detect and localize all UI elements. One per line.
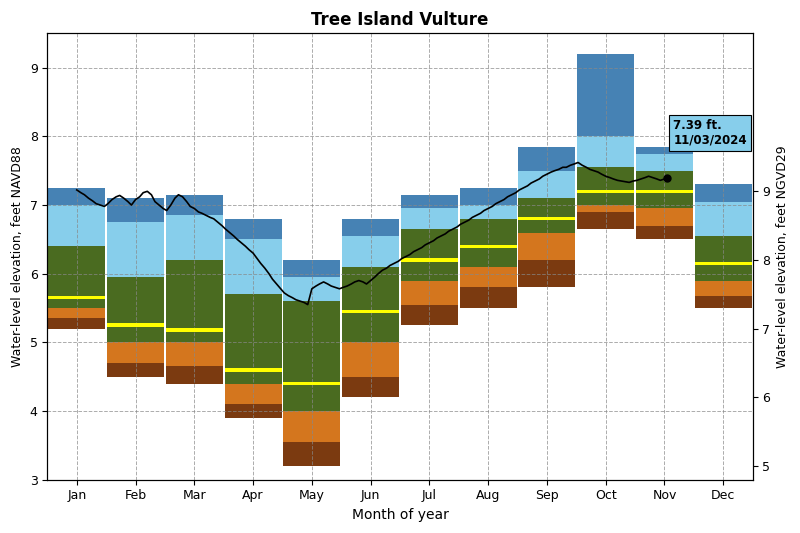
Bar — [694, 262, 752, 265]
Bar — [636, 208, 693, 225]
Bar — [694, 184, 752, 201]
Bar — [48, 308, 106, 318]
Bar — [225, 219, 282, 239]
Bar — [48, 188, 106, 205]
Bar — [401, 280, 458, 304]
Bar — [460, 205, 517, 219]
Bar — [577, 190, 634, 193]
Bar — [48, 205, 106, 246]
Bar — [401, 259, 458, 262]
Bar — [48, 296, 106, 300]
Bar — [577, 136, 634, 167]
Bar — [342, 342, 399, 377]
Bar — [694, 280, 752, 296]
Bar — [166, 215, 223, 260]
Bar — [283, 277, 340, 301]
Bar — [225, 404, 282, 418]
Bar — [225, 294, 282, 384]
Bar — [283, 411, 340, 442]
Bar — [401, 304, 458, 325]
Bar — [460, 245, 517, 248]
Bar — [460, 219, 517, 267]
Bar — [225, 384, 282, 404]
Bar — [636, 225, 693, 239]
Bar — [518, 171, 575, 198]
Y-axis label: Water-level elevation, feet NGVD29: Water-level elevation, feet NGVD29 — [776, 145, 789, 368]
Text: 7.39 ft.
11/03/2024: 7.39 ft. 11/03/2024 — [674, 119, 747, 147]
Bar — [107, 324, 164, 327]
Bar — [342, 267, 399, 342]
Bar — [283, 260, 340, 277]
Bar — [636, 154, 693, 171]
Bar — [107, 277, 164, 342]
Bar — [342, 377, 399, 397]
Title: Tree Island Vulture: Tree Island Vulture — [311, 11, 489, 29]
Bar — [518, 147, 575, 171]
Bar — [342, 310, 399, 313]
Bar — [518, 198, 575, 232]
Bar — [694, 201, 752, 236]
Bar — [107, 222, 164, 277]
X-axis label: Month of year: Month of year — [351, 508, 449, 522]
Bar — [518, 217, 575, 221]
Bar — [166, 366, 223, 384]
Bar — [401, 208, 458, 229]
Bar — [107, 363, 164, 377]
Bar — [107, 198, 164, 222]
Bar — [694, 296, 752, 308]
Bar — [518, 232, 575, 260]
Bar — [460, 287, 517, 308]
Bar — [577, 167, 634, 205]
Bar — [48, 318, 106, 329]
Bar — [636, 171, 693, 208]
Bar — [166, 195, 223, 215]
Bar — [225, 368, 282, 372]
Bar — [636, 147, 693, 154]
Bar — [342, 236, 399, 267]
Bar — [48, 246, 106, 308]
Bar — [518, 260, 575, 287]
Bar — [636, 190, 693, 193]
Bar — [225, 239, 282, 294]
Bar — [401, 229, 458, 280]
Bar — [577, 205, 634, 212]
Bar — [166, 260, 223, 342]
Bar — [577, 54, 634, 136]
Bar — [577, 212, 634, 229]
Bar — [342, 219, 399, 236]
Bar — [283, 382, 340, 385]
Bar — [401, 195, 458, 208]
Y-axis label: Water-level elevation, feet NAVD88: Water-level elevation, feet NAVD88 — [11, 146, 24, 367]
Bar — [460, 267, 517, 287]
Bar — [166, 342, 223, 366]
Bar — [460, 188, 517, 205]
Bar — [283, 301, 340, 411]
Bar — [694, 236, 752, 280]
Bar — [166, 328, 223, 332]
Bar — [283, 442, 340, 466]
Bar — [107, 342, 164, 363]
